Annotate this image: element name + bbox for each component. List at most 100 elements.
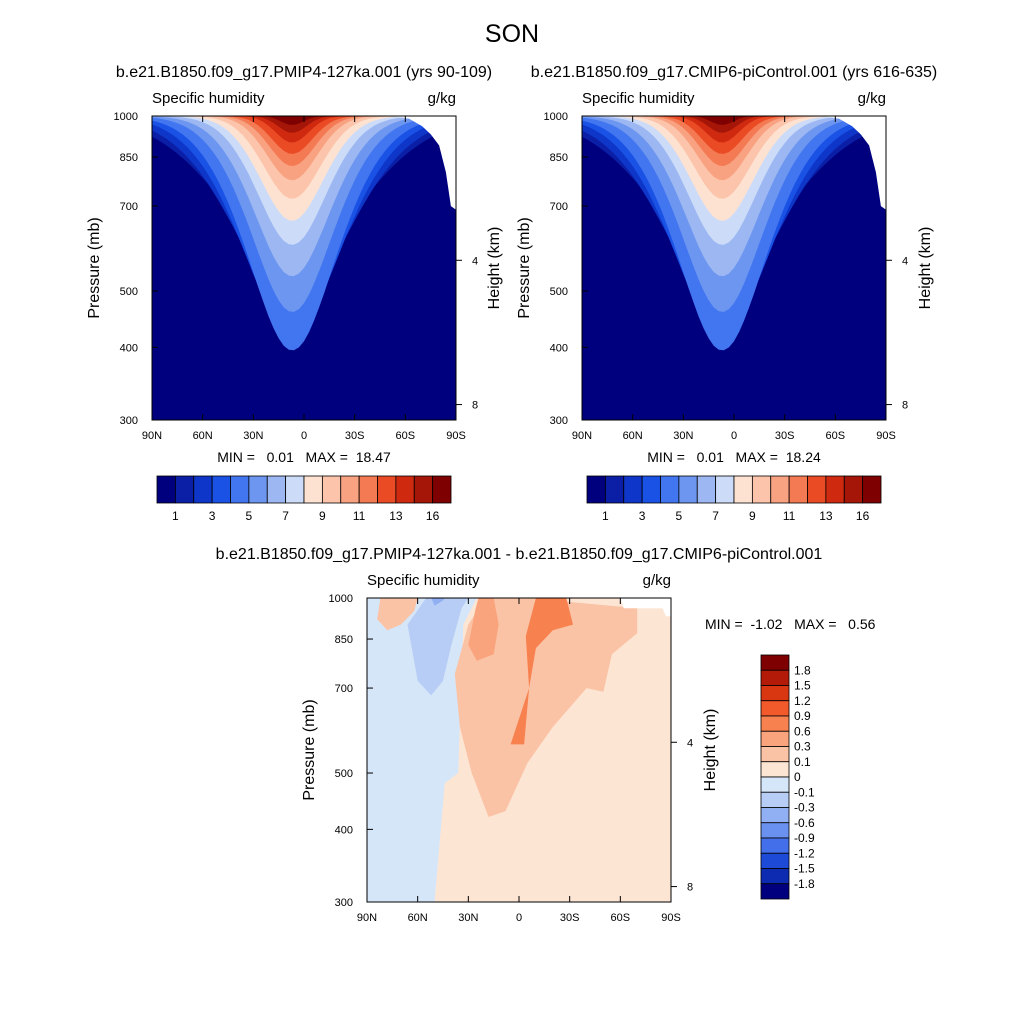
y-tick-label: 300 [120,415,138,427]
colorbar-label: 1.8 [794,663,811,677]
x-tick-label: 30S [560,912,580,924]
colorbar-box [760,791,790,808]
y-right-tick-label: 4 [902,255,908,267]
figure-title: SON [485,20,539,48]
band-positive-06 [510,598,573,745]
colorbar-box [760,746,790,763]
y-tick-label: 500 [335,768,353,780]
colorbar-box [321,475,342,504]
colorbar-label: 11 [783,509,796,523]
x-tick-label: 0 [731,430,737,442]
colorbar-box [788,475,808,504]
plot-axes: 90N 60N 30N 0 30S 60S 90S 300 400 500 700 850 1000 8 4 [544,111,909,442]
colorbar-label: 9 [319,509,326,523]
colorbar-box [623,475,643,504]
colorbar-box [285,475,305,504]
y-tick-label: 850 [335,634,353,646]
colorbar-box [641,475,661,504]
colorbar-box [843,475,864,504]
colorbar-label: -0.9 [794,831,815,845]
colorbar-label: 0.3 [794,740,811,754]
colorbar-box [760,852,790,869]
band-positive-01 [454,598,638,817]
y-tick-label: 850 [120,152,138,164]
y-right-tick-label: 4 [687,737,693,749]
colorbar-label: 13 [389,509,403,523]
band-positive-01-nh [377,598,418,631]
colorbar-box [807,475,827,504]
colorbar-label: 0.1 [794,755,811,769]
colorbar-label: 0 [794,770,801,784]
colorbar-box [770,475,790,504]
colorbar-box [760,883,790,900]
colorbar-box [760,868,790,885]
colorbar-box [760,685,790,702]
y-tick-label: 1000 [544,111,568,123]
band-positive-03 [468,598,499,661]
panel-picontrol: b.e21.B1850.f09_g17.CMIP6-piControl.001 … [516,64,937,523]
colorbar-box [678,475,698,504]
colorbar-box [733,475,753,504]
y-axis-right-label: Height (km) [917,227,934,310]
colorbar-box [760,654,790,671]
colorbar-box [604,475,625,504]
colorbar-label: 1 [172,509,179,523]
colorbar-label: -0.3 [794,801,815,815]
x-tick-label: 90N [572,430,592,442]
x-tick-label: 30S [775,430,795,442]
panel-title: b.e21.B1850.f09_g17.PMIP4-127ka.001 (yrs… [116,64,492,81]
colorbar-box [760,807,790,824]
x-tick-label: 60N [623,430,643,442]
colorbar-label: -0.6 [794,816,815,830]
colorbar-box [751,475,772,504]
contour-band-14 [582,116,886,133]
x-tick-label: 90N [357,912,377,924]
y-axis-right-label: Height (km) [486,227,503,310]
colorbar-box [696,475,717,504]
colorbar-box [760,715,790,732]
plot-axes: 90N 60N 30N 0 30S 60S 90S 300 400 500 700 850 1000 8 4 [329,593,694,924]
min-max-stats: MIN = 0.01 MAX = 18.47 [217,449,391,465]
x-tick-label: 90N [142,430,162,442]
colorbar-box [432,475,452,504]
y-tick-label: 400 [550,342,568,354]
contour-band-13 [152,116,456,143]
y-tick-label: 300 [550,415,568,427]
panel-title: b.e21.B1850.f09_g17.CMIP6-piControl.001 … [531,64,937,81]
y-axis-label: Pressure (mb) [86,217,103,318]
x-tick-label: 90S [446,430,466,442]
y-tick-label: 700 [550,201,568,213]
contour-band-13 [582,116,886,143]
band-negative-03 [407,598,469,696]
contour-plot [582,116,886,420]
colorbar-label: 7 [282,509,289,523]
colorbar-box [248,475,268,504]
missing-data-antarctica [152,116,456,210]
colorbar-label: -1.5 [794,862,815,876]
colorbar-label: 9 [749,509,756,523]
y-tick-label: 400 [120,342,138,354]
field-label: Specific humidity [582,90,695,107]
units-label: g/kg [858,90,886,107]
colorbar-box [358,475,378,504]
colorbar-box [266,475,287,504]
min-max-stats: MIN = 0.01 MAX = 18.24 [647,449,821,465]
x-tick-label: 60N [408,912,428,924]
colorbar-box [340,475,360,504]
colorbar: 1 3 5 7 9 11 13 16 [156,475,452,523]
colorbar-box [303,475,323,504]
x-tick-label: 30S [345,430,365,442]
units-label: g/kg [643,572,671,589]
y-tick-label: 700 [335,683,353,695]
y-axis-label: Pressure (mb) [301,699,318,800]
colorbar-box [760,822,790,839]
colorbar-box [715,475,735,504]
y-tick-label: 1000 [114,111,138,123]
y-tick-label: 1000 [329,593,353,605]
y-tick-label: 400 [335,824,353,836]
colorbar-label: 1.5 [794,679,811,693]
colorbar-box [760,700,790,717]
contour-plot [152,116,456,420]
y-tick-label: 850 [550,152,568,164]
